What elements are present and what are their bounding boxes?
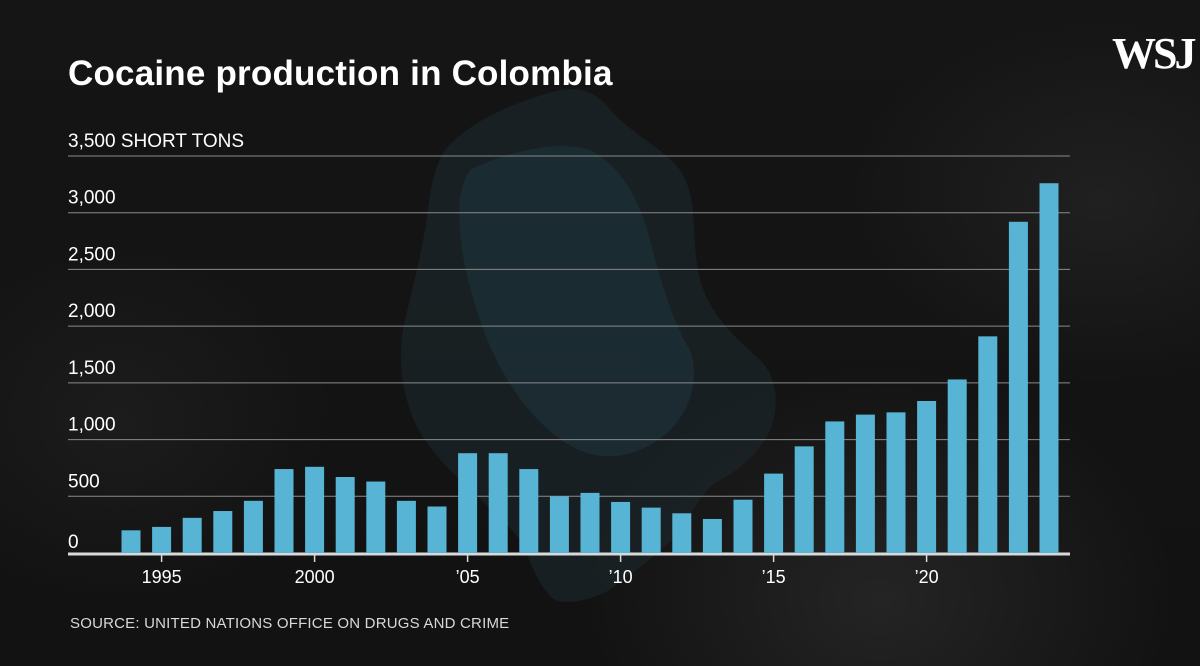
bar-2018 <box>855 414 875 553</box>
y-tick-label: 3,500 SHORT TONS <box>68 131 244 152</box>
bar-1996 <box>182 517 202 553</box>
wsj-logo: WSJ <box>1112 29 1197 78</box>
y-tick-label: 1,000 <box>68 415 116 436</box>
bar-2015 <box>764 473 784 553</box>
y-axis-ticks: 0 500 1,000 1,500 2,000 2,500 3,000 3,500 SHORT… <box>68 131 244 553</box>
bar-2023 <box>1008 221 1028 553</box>
x-tick-label: ’20 <box>915 567 939 587</box>
x-tick-label: ’10 <box>609 567 633 587</box>
bar-2010 <box>611 501 631 553</box>
x-tick-label: 2000 <box>295 567 335 587</box>
bars <box>121 183 1059 554</box>
x-tick-label: ’05 <box>456 567 480 587</box>
bar-2024 <box>1039 183 1059 554</box>
bar-2008 <box>549 496 569 553</box>
bar-2009 <box>580 492 600 553</box>
bar-1995 <box>152 526 172 553</box>
bar-2001 <box>335 477 355 553</box>
bar-2012 <box>672 513 692 553</box>
y-tick-label: 0 <box>68 532 79 553</box>
bar-1999 <box>274 469 294 553</box>
bar-2017 <box>825 421 845 553</box>
bar-2020 <box>917 401 937 553</box>
y-tick-label: 2,500 <box>68 244 116 265</box>
source-note: SOURCE: UNITED NATIONS OFFICE ON DRUGS A… <box>70 615 510 632</box>
bar-2022 <box>978 336 998 553</box>
y-tick-label: 2,000 <box>68 301 116 322</box>
bar-2016 <box>794 446 814 553</box>
bar-2021 <box>947 379 967 553</box>
bar-2004 <box>427 506 447 553</box>
y-tick-label: 500 <box>68 471 100 492</box>
y-tick-label: 1,500 <box>68 358 116 379</box>
x-axis-ticks: 1995 2000 ’05 ’10 ’15 ’20 <box>142 555 939 587</box>
y-tick-label: 3,000 <box>68 188 116 209</box>
bar-1998 <box>243 500 263 553</box>
chart-title: Cocaine production in Colombia <box>68 54 613 93</box>
bar-2011 <box>641 507 661 553</box>
bar-2002 <box>366 481 386 553</box>
bar-2006 <box>488 453 508 553</box>
bar-2013 <box>702 518 722 553</box>
bar-2007 <box>519 469 539 553</box>
bar-2014 <box>733 499 753 553</box>
x-tick-label: 1995 <box>142 567 182 587</box>
bar-2003 <box>396 500 416 553</box>
bar-1997 <box>213 511 233 553</box>
bar-1994 <box>121 530 141 553</box>
x-tick-label: ’15 <box>762 567 786 587</box>
bar-2005 <box>458 453 478 553</box>
bar-2000 <box>305 466 325 553</box>
bar-2019 <box>886 412 906 553</box>
